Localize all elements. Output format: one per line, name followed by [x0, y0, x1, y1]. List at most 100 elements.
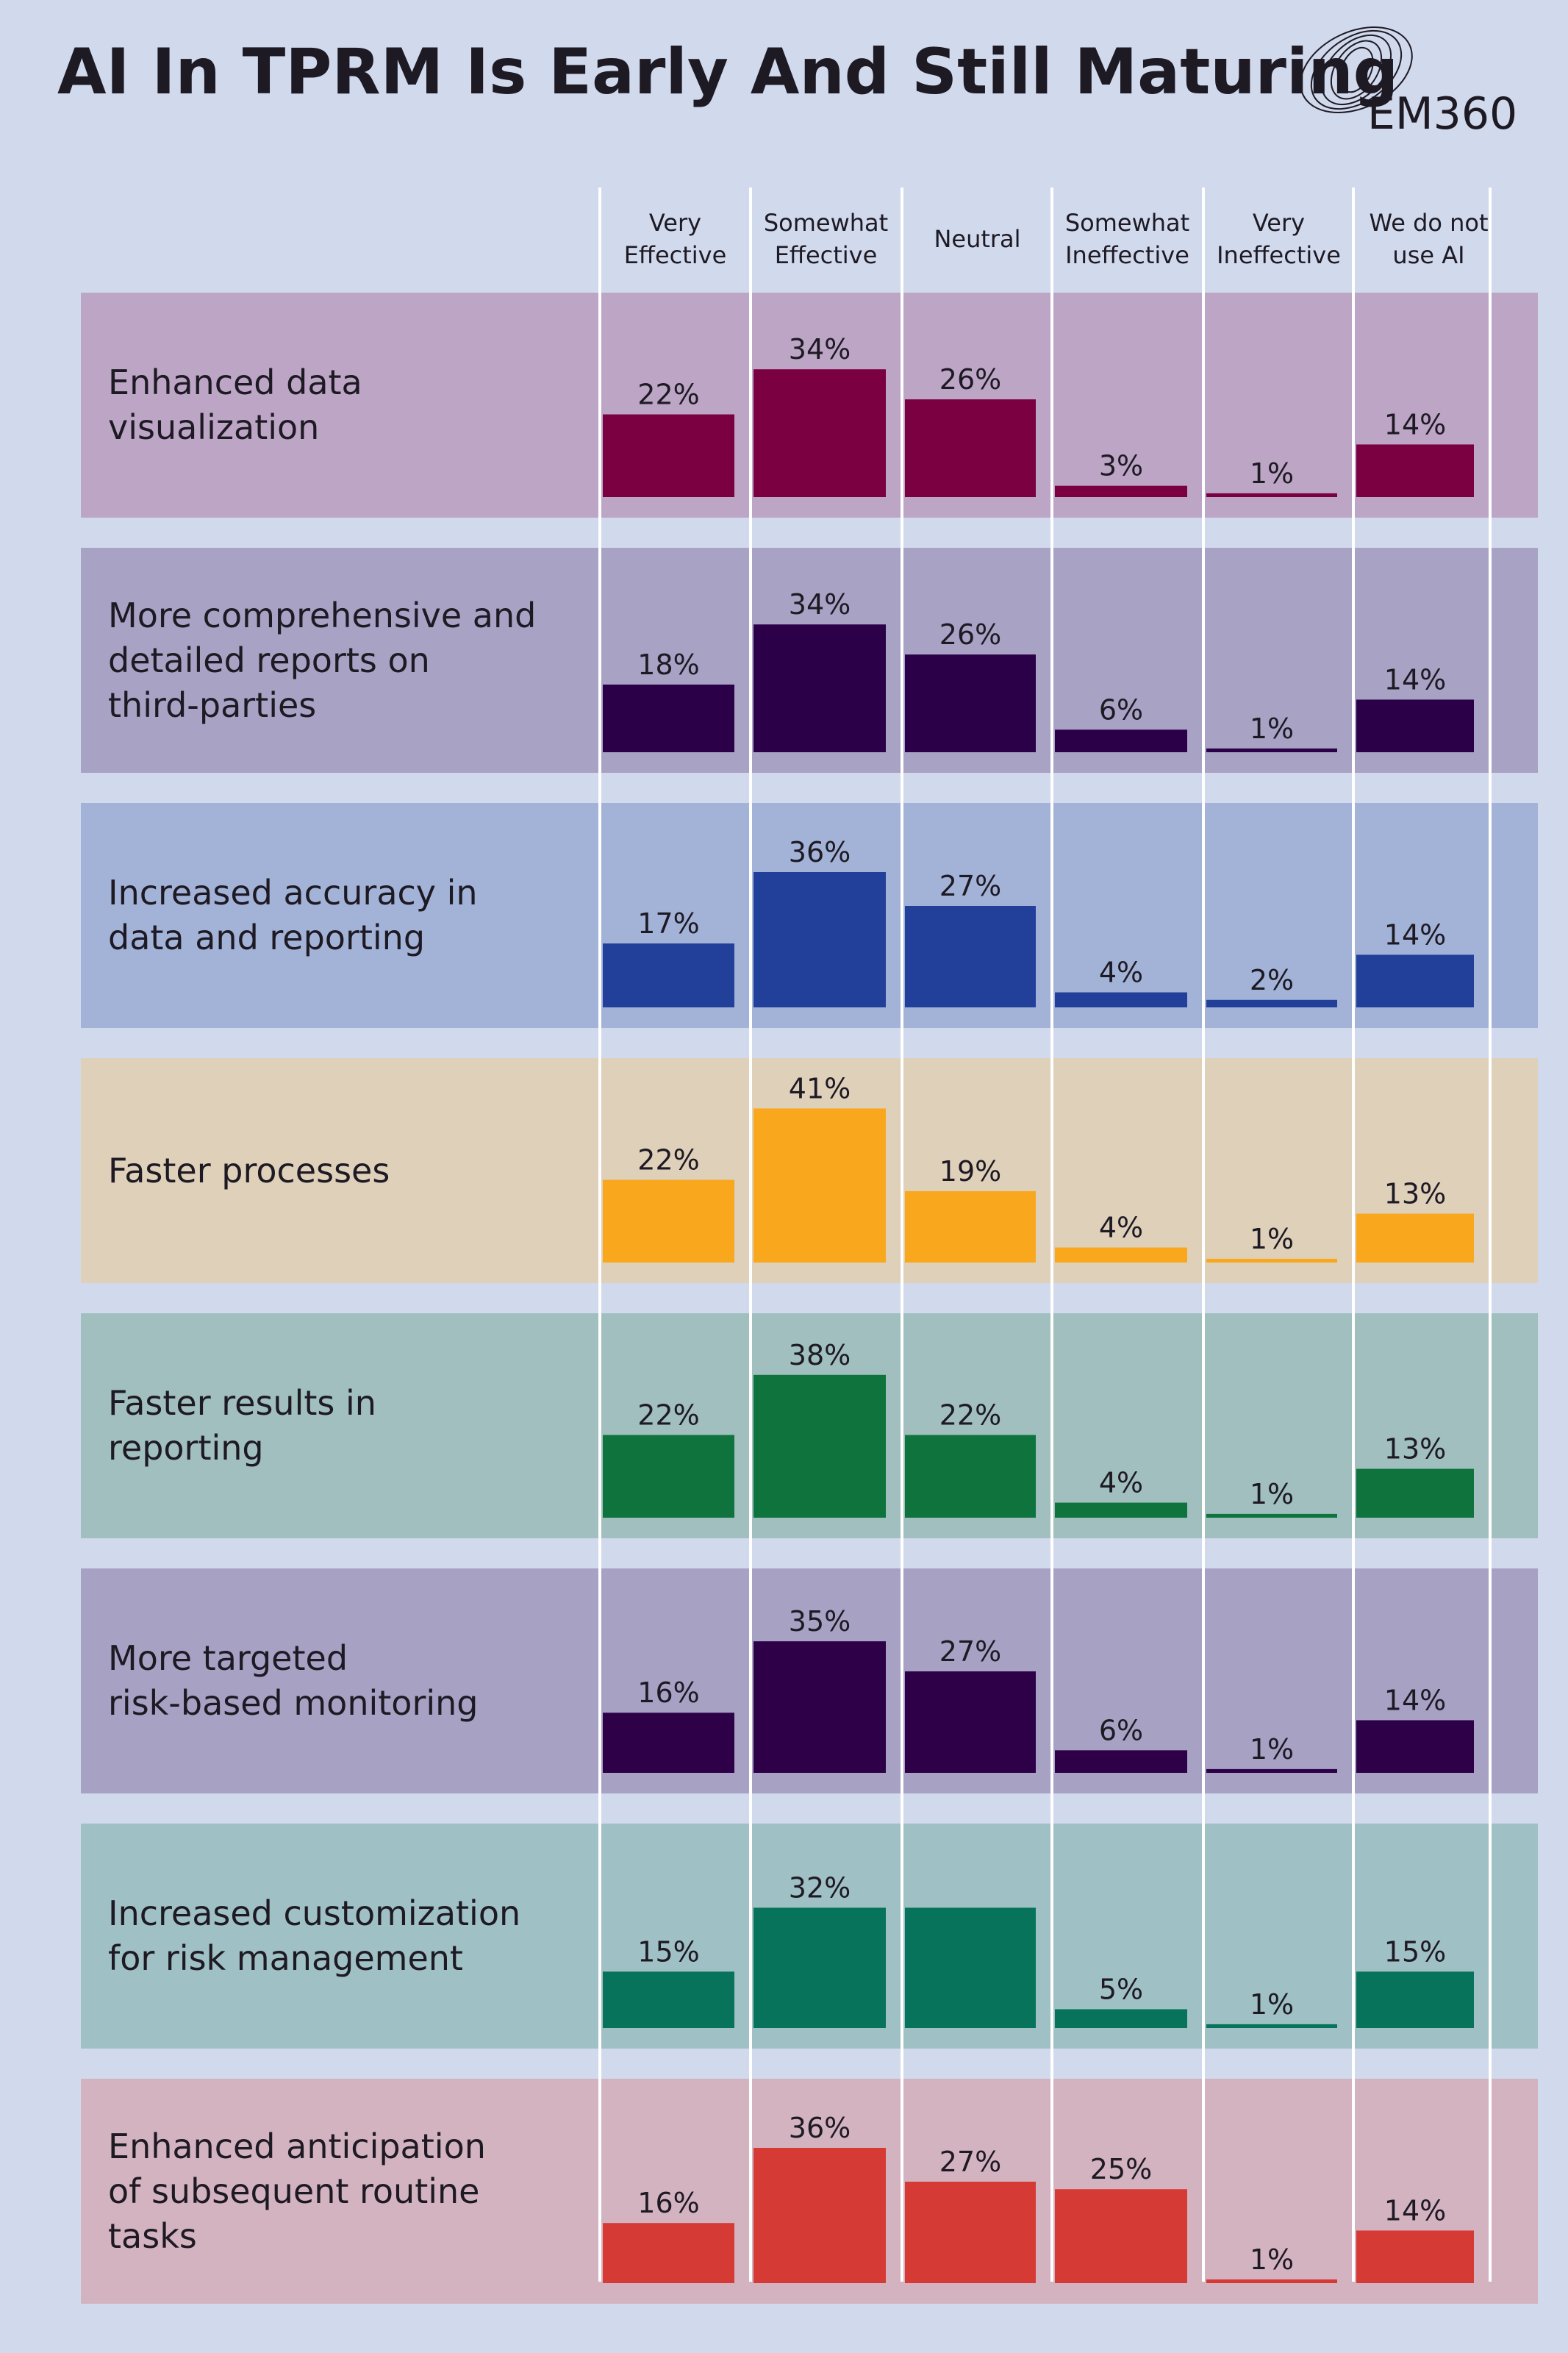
bar	[1356, 444, 1474, 497]
bar	[603, 1179, 734, 1263]
bar	[753, 1641, 886, 1773]
value-label: 16%	[637, 2187, 699, 2219]
value-label: 41%	[789, 1072, 851, 1104]
value-label: 18%	[637, 649, 699, 681]
value-label: 1%	[1250, 1223, 1294, 1255]
value-label: 1%	[1250, 1478, 1294, 1510]
value-label: 34%	[789, 333, 851, 365]
value-label: 1%	[1250, 457, 1294, 490]
value-label: 36%	[789, 2112, 851, 2144]
value-label: 1%	[1250, 2243, 1294, 2276]
bar	[603, 414, 734, 497]
row-label: More targeted risk-based monitoring	[108, 1638, 479, 1723]
bar	[905, 906, 1036, 1007]
value-label: 36%	[789, 836, 851, 868]
bar	[753, 1374, 886, 1518]
bar	[905, 2182, 1036, 2283]
bar	[603, 943, 734, 1007]
column-header: We do not use AI	[1369, 209, 1489, 269]
bar	[753, 2148, 886, 2283]
bar	[905, 1671, 1036, 1773]
bar	[753, 1907, 886, 2028]
value-label: 1%	[1250, 713, 1294, 745]
value-label: 26%	[939, 363, 1001, 396]
row-label: Faster results in reporting	[108, 1383, 376, 1468]
value-label: 4%	[1099, 1212, 1143, 1244]
bar	[905, 654, 1036, 752]
value-label: 3%	[1099, 450, 1143, 482]
value-label: 19%	[939, 1155, 1001, 1188]
value-label: 32%	[789, 1871, 851, 1904]
bar	[1055, 729, 1187, 752]
bar	[1055, 1502, 1187, 1518]
column-header: Very Ineffective	[1217, 209, 1341, 269]
value-label: 27%	[939, 870, 1001, 902]
bar	[753, 1108, 886, 1263]
value-label: 15%	[637, 1935, 699, 1968]
bar	[1356, 1468, 1474, 1518]
bar	[905, 1190, 1036, 1263]
bar	[603, 1435, 734, 1518]
value-label: 35%	[789, 1605, 851, 1638]
bar	[1055, 2189, 1187, 2283]
value-label: 13%	[1384, 1178, 1446, 1210]
bar	[1356, 954, 1474, 1007]
value-label: 16%	[637, 1677, 699, 1709]
column-header: Neutral	[934, 225, 1021, 253]
value-label: 6%	[1099, 693, 1143, 726]
bar	[1206, 1768, 1337, 1773]
bar	[1206, 1513, 1337, 1518]
value-label: 6%	[1099, 1714, 1143, 1746]
row-label: Enhanced data visualization	[108, 363, 362, 447]
value-label: 4%	[1099, 1467, 1143, 1499]
bar	[603, 685, 734, 752]
row-label: Enhanced anticipation of subsequent rout…	[108, 2126, 486, 2256]
value-label: 34%	[789, 588, 851, 621]
bar	[1206, 1258, 1337, 1263]
bar	[905, 399, 1036, 497]
column-header: Somewhat Ineffective	[1064, 209, 1190, 269]
bar	[1206, 748, 1337, 752]
bar	[603, 1971, 734, 2028]
bar	[1055, 1247, 1187, 1263]
bar	[603, 2223, 734, 2283]
bar	[1206, 999, 1337, 1007]
value-label: 14%	[1384, 1684, 1446, 1716]
value-label: 38%	[789, 1339, 851, 1371]
bar	[905, 1907, 1036, 2028]
value-label: 15%	[1384, 1935, 1446, 1968]
row-label: Increased customization for risk managem…	[108, 1893, 521, 1978]
value-label: 27%	[939, 2146, 1001, 2178]
row-label: Faster processes	[108, 1150, 390, 1190]
bar	[1356, 1971, 1474, 2028]
chart-title: AI In TPRM Is Early And Still Maturing	[57, 35, 1399, 109]
bar	[1055, 1750, 1187, 1773]
value-label: 4%	[1099, 957, 1143, 989]
bar	[603, 1713, 734, 1773]
column-header: Somewhat Effective	[763, 209, 889, 269]
value-label: 25%	[1090, 2153, 1152, 2185]
value-label: 1%	[1250, 1733, 1294, 1765]
logo-text: EM360	[1367, 88, 1518, 140]
bar	[1055, 2009, 1187, 2028]
bar	[1055, 485, 1187, 497]
value-label: 26%	[939, 618, 1001, 651]
value-label: 14%	[1384, 408, 1446, 440]
value-label: 22%	[637, 1399, 699, 1432]
value-label: 22%	[637, 379, 699, 411]
value-label: 17%	[637, 907, 699, 940]
logo-mark	[1300, 26, 1413, 114]
bar	[1055, 992, 1187, 1007]
value-label: 14%	[1384, 918, 1446, 951]
bar	[753, 624, 886, 752]
bar	[753, 369, 886, 497]
bar	[905, 1435, 1036, 1518]
value-label: 5%	[1099, 1973, 1143, 2005]
bar	[753, 872, 886, 1007]
bar	[1356, 2230, 1474, 2283]
bar	[1206, 2279, 1337, 2283]
bar	[1356, 1213, 1474, 1263]
value-label: 22%	[637, 1144, 699, 1176]
